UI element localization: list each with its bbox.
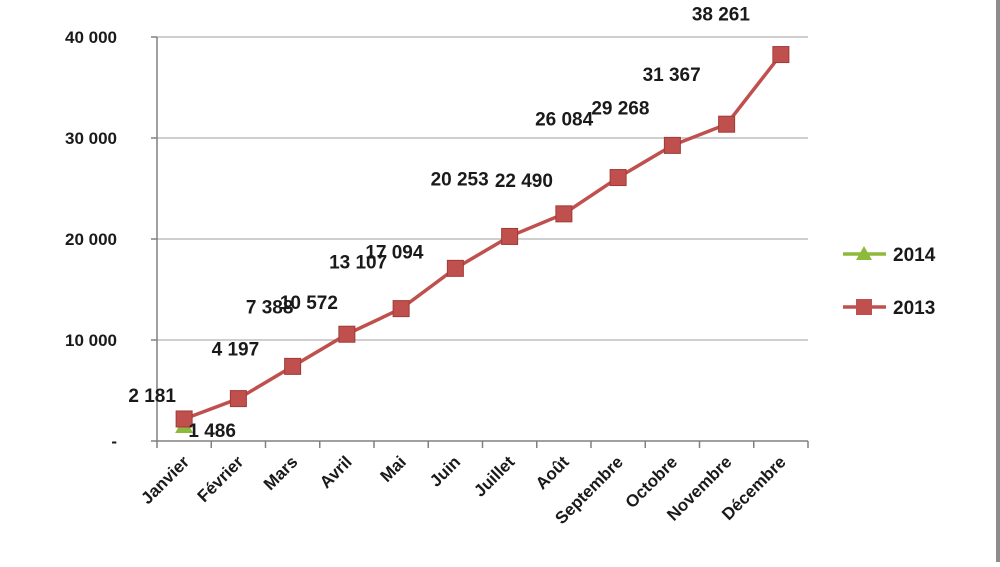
x-tick-label: Août bbox=[532, 452, 573, 493]
x-tick-label: Juin bbox=[426, 452, 464, 490]
data-label-2013: 7 388 bbox=[246, 297, 294, 318]
data-label-2014: 1 486 bbox=[188, 421, 236, 442]
y-tick-label: - bbox=[111, 432, 117, 451]
data-point-2013 bbox=[338, 325, 356, 343]
data-point-2013 bbox=[609, 169, 627, 187]
x-tick-label: Juillet bbox=[470, 452, 518, 500]
series bbox=[175, 46, 790, 433]
data-point-2013 bbox=[718, 115, 736, 133]
y-axis-tick-labels: - 10 000 20 000 30 000 40 000 bbox=[65, 28, 117, 451]
data-label-2013: 17 094 bbox=[365, 242, 424, 263]
data-label-2013: 31 367 bbox=[643, 65, 701, 86]
data-point-2013 bbox=[229, 390, 247, 408]
data-label-2013: 20 253 bbox=[431, 169, 489, 190]
legend-label-2014: 2014 bbox=[893, 245, 936, 266]
data-point-2013 bbox=[772, 46, 790, 64]
legend: 2014 2013 bbox=[843, 245, 936, 319]
gridlines bbox=[157, 36, 808, 341]
y-tick-label: 40 000 bbox=[65, 28, 117, 47]
frame-border bbox=[996, 0, 1000, 562]
data-point-2013 bbox=[284, 357, 302, 375]
data-label-2013: 2 181 bbox=[128, 386, 176, 407]
data-label-2013: 10 572 bbox=[280, 293, 338, 314]
x-tick-label: Mai bbox=[376, 452, 409, 485]
data-label-2013: 26 084 bbox=[535, 110, 594, 131]
legend-label-2013: 2013 bbox=[893, 298, 935, 319]
legend-marker-2014 bbox=[856, 246, 872, 260]
data-label-2013: 13 107 bbox=[329, 253, 387, 274]
data-label-2013: 4 197 bbox=[212, 340, 260, 361]
x-tick-label: Février bbox=[194, 452, 248, 506]
x-tick-label: Janvier bbox=[137, 452, 193, 508]
data-point-2013 bbox=[555, 205, 573, 223]
data-point-2013 bbox=[175, 410, 193, 428]
y-tick-label: 10 000 bbox=[65, 331, 117, 350]
data-label-2013: 38 261 bbox=[692, 5, 751, 26]
data-label-2013: 29 268 bbox=[591, 98, 649, 119]
y-tick-label: 20 000 bbox=[65, 230, 117, 249]
series-line-2013 bbox=[183, 53, 783, 421]
x-tick-label: Mars bbox=[260, 452, 301, 493]
data-point-2013 bbox=[392, 300, 410, 318]
axes bbox=[151, 36, 809, 448]
x-axis-tick-labels: Janvier Février Mars Avril Mai Juin Juillet Aoû… bbox=[137, 452, 789, 528]
data-point-2013 bbox=[446, 259, 464, 277]
data-label-2013: 22 490 bbox=[495, 171, 553, 192]
data-point-2013 bbox=[501, 227, 519, 245]
data-point-2013 bbox=[663, 136, 681, 154]
x-tick-label: Avril bbox=[316, 452, 356, 492]
legend-marker-2013 bbox=[856, 299, 872, 315]
y-tick-label: 30 000 bbox=[65, 129, 117, 148]
